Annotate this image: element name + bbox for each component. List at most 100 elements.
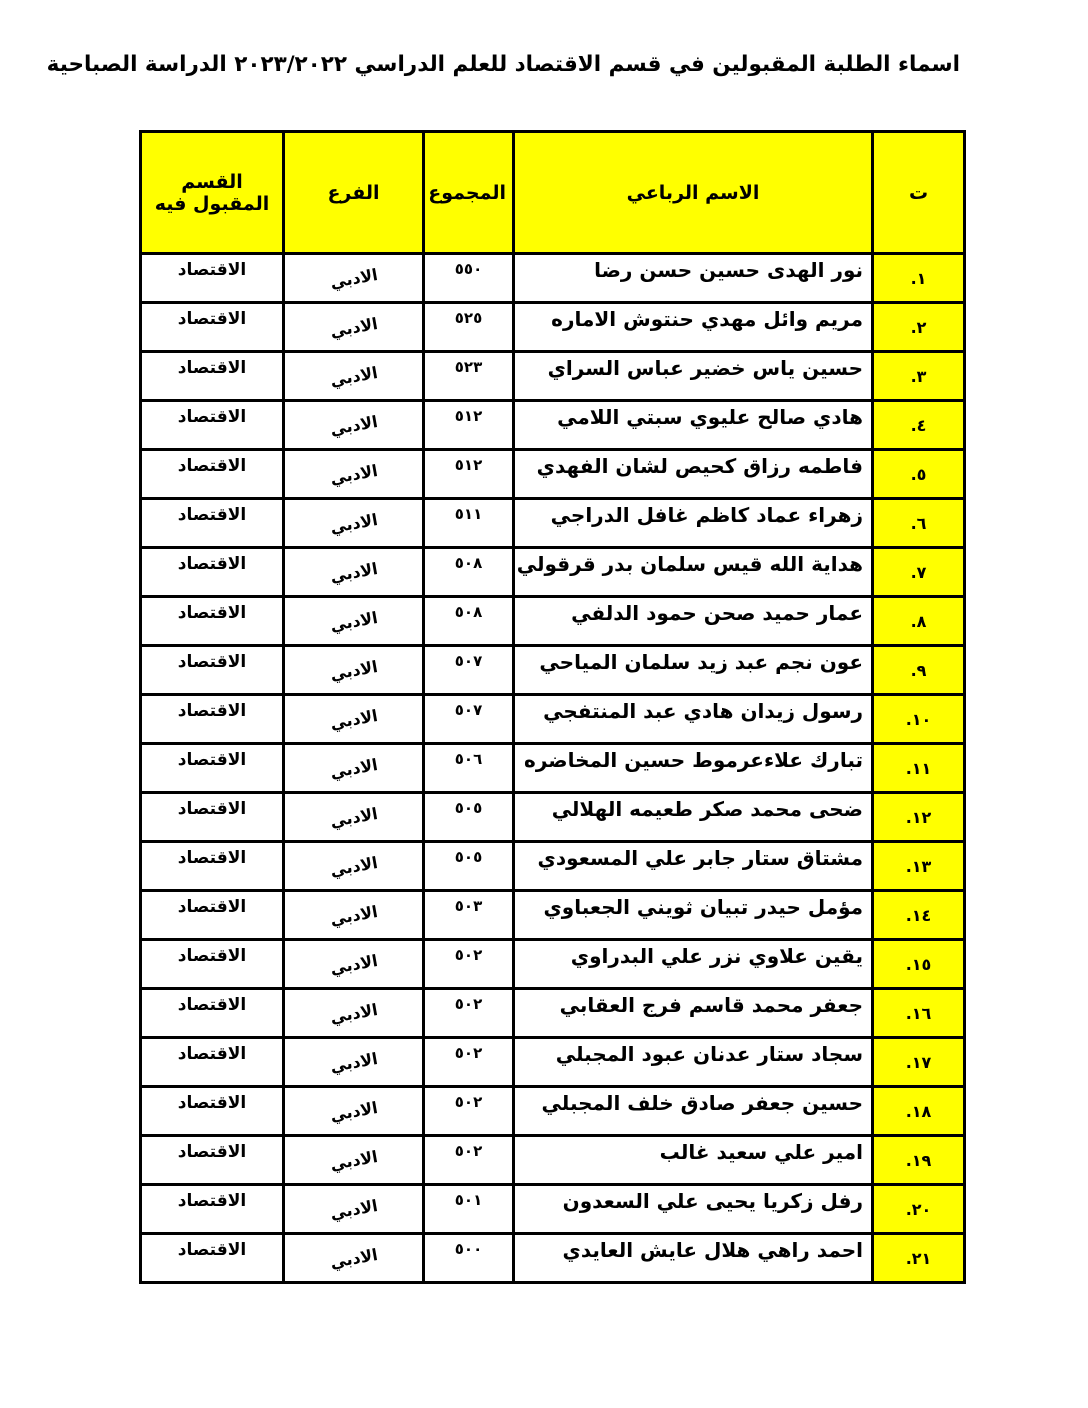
student-name-cell: جعفر محمد قاسم فرج العقابي [512,987,874,1039]
branch-label: الادبي [328,362,379,390]
total-score-cell: ٥٠٢ [422,1085,515,1137]
branch-label: الادبي [328,460,379,488]
total-score-cell: ٥٠٥ [422,791,515,843]
total-score-cell: ٥٠٣ [422,889,515,941]
student-name-cell: مريم وائل مهدي حنتوش الاماره [512,301,874,353]
table-row: ١٥. يقين علاوي نزر علي البدراوي ٥٠٢ الاد… [139,938,966,990]
table-row: ١٩. امير علي سعيد غالب ٥٠٢ الادبي الاقتص… [139,1134,966,1186]
serial-cell: ١٩. [871,1134,966,1186]
page-title: اسماء الطلبة المقبولين في قسم الاقتصاد ل… [46,52,960,77]
branch-cell: الادبي [282,742,425,794]
branch-cell: الادبي [282,301,425,353]
department-cell: الاقتصاد [139,252,285,304]
branch-cell: الادبي [282,987,425,1039]
serial-cell: ٩. [871,644,966,696]
branch-cell: الادبي [282,889,425,941]
serial-cell: ١٠. [871,693,966,745]
branch-cell: الادبي [282,791,425,843]
total-score-cell: ٥٠١ [422,1183,515,1235]
branch-cell: الادبي [282,448,425,500]
branch-cell: الادبي [282,693,425,745]
student-name-cell: امير علي سعيد غالب [512,1134,874,1186]
branch-cell: الادبي [282,644,425,696]
serial-cell: ٧. [871,546,966,598]
department-cell: الاقتصاد [139,840,285,892]
student-name-cell: مؤمل حيدر تبيان ثويني الجعباوي [512,889,874,941]
serial-cell: ٦. [871,497,966,549]
table-row: ٥. فاطمه رزاق كحيص لشان الفهدي ٥١٢ الادب… [139,448,966,500]
total-score-cell: ٥١٢ [422,399,515,451]
department-cell: الاقتصاد [139,889,285,941]
branch-label: الادبي [328,558,379,586]
total-score-cell: ٥١١ [422,497,515,549]
header-department: القسم المقبول فيه [139,130,285,255]
table-row: ١٧. سجاد ستار عدنان عبود المجبلي ٥٠٢ الا… [139,1036,966,1088]
department-cell: الاقتصاد [139,693,285,745]
branch-label: الادبي [328,1048,379,1076]
branch-cell: الادبي [282,399,425,451]
table-row: ٤. هادي صالح عليوي سبتي اللامي ٥١٢ الادب… [139,399,966,451]
branch-label: الادبي [328,950,379,978]
student-name-cell: عمار حميد صحن حمود الدلفي [512,595,874,647]
student-name-cell: هداية الله قيس سلمان بدر قرقولي [512,546,874,598]
student-name-cell: ضحى محمد صكر طعيمه الهلالي [512,791,874,843]
total-score-cell: ٥٥٠ [422,252,515,304]
branch-cell: الادبي [282,1134,425,1186]
branch-label: الادبي [328,411,379,439]
branch-cell: الادبي [282,350,425,402]
branch-label: الادبي [328,999,379,1027]
student-name-cell: هادي صالح عليوي سبتي اللامي [512,399,874,451]
student-name-cell: حسين جعفر صادق خلف المجبلي [512,1085,874,1137]
total-score-cell: ٥٠٧ [422,644,515,696]
table-row: ٧. هداية الله قيس سلمان بدر قرقولي ٥٠٨ ا… [139,546,966,598]
table-header-row: ت الاسم الرباعي المجموع الفرع القسم المق… [139,130,966,255]
table-row: ١٣. مشتاق ستار جابر علي المسعودي ٥٠٥ الا… [139,840,966,892]
branch-cell: الادبي [282,840,425,892]
student-name-cell: يقين علاوي نزر علي البدراوي [512,938,874,990]
branch-label: الادبي [328,803,379,831]
department-cell: الاقتصاد [139,938,285,990]
student-name-cell: عون نجم عبد زيد سلمان المياحي [512,644,874,696]
serial-cell: ٢٠. [871,1183,966,1235]
total-score-cell: ٥٠٦ [422,742,515,794]
branch-cell: الادبي [282,595,425,647]
department-cell: الاقتصاد [139,1183,285,1235]
serial-cell: ٤. [871,399,966,451]
branch-label: الادبي [328,705,379,733]
table-row: ١٠. رسول زيدان هادي عبد المنتفجي ٥٠٧ الا… [139,693,966,745]
header-serial: ت [871,130,966,255]
table-row: ١. نور الهدى حسين حسن رضا ٥٥٠ الادبي الا… [139,252,966,304]
total-score-cell: ٥١٢ [422,448,515,500]
branch-label: الادبي [328,1244,379,1272]
serial-cell: ١٦. [871,987,966,1039]
total-score-cell: ٥٠٢ [422,1134,515,1186]
department-cell: الاقتصاد [139,301,285,353]
department-cell: الاقتصاد [139,399,285,451]
branch-label: الادبي [328,656,379,684]
serial-cell: ١٣. [871,840,966,892]
header-branch: الفرع [282,130,425,255]
serial-cell: ١٨. [871,1085,966,1137]
serial-cell: ٥. [871,448,966,500]
table-row: ١٤. مؤمل حيدر تبيان ثويني الجعباوي ٥٠٣ ا… [139,889,966,941]
table-row: ١٦. جعفر محمد قاسم فرج العقابي ٥٠٢ الادب… [139,987,966,1039]
student-name-cell: مشتاق ستار جابر علي المسعودي [512,840,874,892]
department-cell: الاقتصاد [139,1134,285,1186]
serial-cell: ٢. [871,301,966,353]
table-row: ١٢. ضحى محمد صكر طعيمه الهلالي ٥٠٥ الادب… [139,791,966,843]
student-name-cell: تبارك علاءعرموط حسين المخاضره [512,742,874,794]
branch-label: الادبي [328,852,379,880]
department-cell: الاقتصاد [139,350,285,402]
department-cell: الاقتصاد [139,644,285,696]
student-name-cell: زهراء عماد كاظم غافل الدراجي [512,497,874,549]
department-cell: الاقتصاد [139,742,285,794]
branch-label: الادبي [328,264,379,292]
accepted-students-table: ت الاسم الرباعي المجموع الفرع القسم المق… [139,130,966,1284]
serial-cell: ١٢. [871,791,966,843]
student-name-cell: رفل زكريا يحيى علي السعدون [512,1183,874,1235]
total-score-cell: ٥٢٥ [422,301,515,353]
table-row: ٨. عمار حميد صحن حمود الدلفي ٥٠٨ الادبي … [139,595,966,647]
serial-cell: ٣. [871,350,966,402]
student-name-cell: رسول زيدان هادي عبد المنتفجي [512,693,874,745]
